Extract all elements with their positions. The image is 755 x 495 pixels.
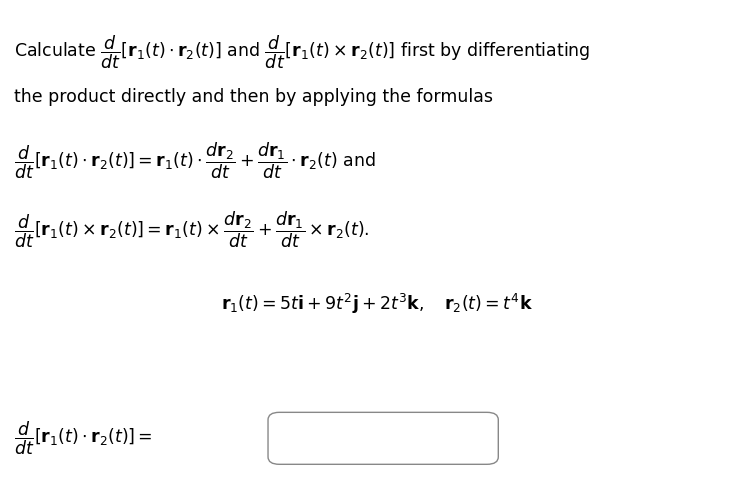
Text: the product directly and then by applying the formulas: the product directly and then by applyin…: [14, 88, 492, 105]
Text: $\dfrac{d}{dt}[\mathbf{r}_1(t) \cdot \mathbf{r}_2(t)] =$: $\dfrac{d}{dt}[\mathbf{r}_1(t) \cdot \ma…: [14, 419, 153, 457]
Text: $\dfrac{d}{dt}[\mathbf{r}_1(t) \cdot \mathbf{r}_2(t)] = \mathbf{r}_1(t) \cdot \d: $\dfrac{d}{dt}[\mathbf{r}_1(t) \cdot \ma…: [14, 141, 375, 181]
Text: $\mathbf{r}_1(t) = 5t\mathbf{i} + 9t^2\mathbf{j} + 2t^3\mathbf{k}, \quad \mathbf: $\mathbf{r}_1(t) = 5t\mathbf{i} + 9t^2\m…: [221, 293, 534, 316]
Text: $\dfrac{d}{dt}[\mathbf{r}_1(t) \times \mathbf{r}_2(t)] = \mathbf{r}_1(t) \times : $\dfrac{d}{dt}[\mathbf{r}_1(t) \times \m…: [14, 210, 369, 250]
Text: Calculate $\dfrac{d}{dt}[\mathbf{r}_1(t) \cdot \mathbf{r}_2(t)]$ and $\dfrac{d}{: Calculate $\dfrac{d}{dt}[\mathbf{r}_1(t)…: [14, 33, 590, 71]
FancyBboxPatch shape: [268, 412, 498, 464]
